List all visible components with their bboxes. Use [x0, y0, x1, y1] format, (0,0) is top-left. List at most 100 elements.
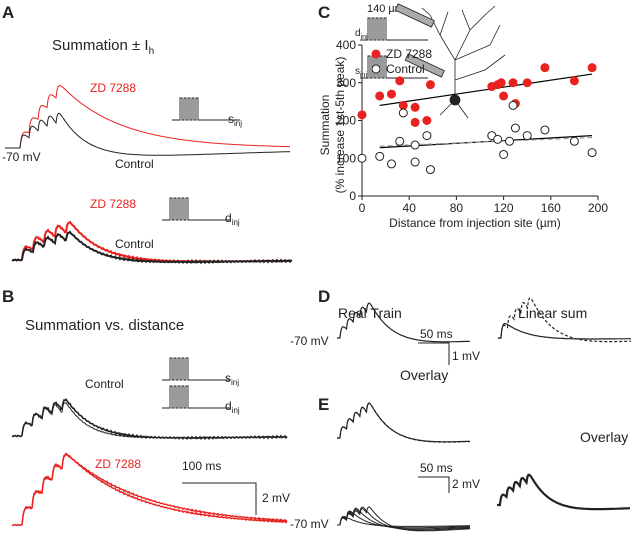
trace-title: Linear sum: [518, 305, 587, 321]
stim-icon: [162, 357, 230, 381]
voltage-trace: [337, 507, 470, 530]
data-point: [357, 153, 367, 163]
data-point: [425, 80, 435, 90]
trace-title: Overlay: [580, 429, 628, 445]
series-label: ZD 7288: [95, 457, 141, 471]
data-point: [508, 78, 518, 88]
data-point: [508, 100, 518, 110]
panel-label: B: [2, 287, 14, 306]
data-point: [398, 108, 408, 118]
stim-label: sinj: [225, 371, 239, 387]
data-point: [425, 165, 435, 175]
x-tick-label: 80: [450, 201, 464, 215]
resting-label: -70 mV: [2, 150, 41, 164]
data-point: [398, 100, 408, 110]
scale-label: 50 ms: [420, 327, 453, 341]
x-tick-label: 120: [494, 201, 514, 215]
data-point: [587, 63, 597, 73]
scale-bar: [418, 342, 450, 365]
voltage-trace: [497, 473, 631, 511]
legend-label: ZD 7288: [386, 47, 432, 61]
data-point: [493, 134, 503, 144]
x-tick-label: 40: [403, 201, 417, 215]
y-tick-label: 200: [336, 114, 356, 128]
data-point: [522, 131, 532, 141]
stim-icon: [360, 17, 428, 41]
x-tick-label: 0: [359, 201, 366, 215]
voltage-trace: [5, 112, 291, 156]
voltage-trace: [337, 510, 471, 529]
scale-label: 100 ms: [182, 459, 221, 473]
voltage-trace: [337, 515, 470, 527]
data-point: [387, 89, 396, 99]
voltage-trace: [11, 453, 288, 527]
voltage-trace: [498, 322, 631, 340]
x-tick-label: 160: [541, 201, 561, 215]
panel-title: Summation vs. distance: [25, 317, 184, 334]
data-point: [410, 140, 420, 150]
voltage-trace: [337, 402, 470, 443]
data-point: [422, 116, 432, 125]
series-label: Control: [115, 237, 154, 251]
scale-label: 2 mV: [262, 491, 290, 505]
data-point: [395, 76, 405, 86]
legend-label: Control: [386, 62, 425, 76]
data-point: [387, 159, 396, 169]
y-axis-label: Summation: [318, 95, 332, 156]
voltage-trace: [11, 452, 288, 527]
panel-label: E: [318, 395, 329, 414]
data-point: [375, 151, 385, 161]
series-label: ZD 7288: [90, 197, 136, 211]
distance-label: 140 µm: [367, 3, 404, 15]
data-point: [522, 78, 532, 88]
panel-title: Summation ± Ih: [52, 37, 154, 57]
trace-title: Real Train: [338, 305, 402, 321]
voltage-trace: [337, 506, 470, 532]
data-point: [587, 148, 597, 158]
scale-label: 50 ms: [420, 461, 453, 475]
stim-label: dinj: [225, 211, 240, 227]
scale-bar: [418, 476, 450, 493]
voltage-trace: [11, 230, 293, 265]
stim-label: sinj: [355, 66, 367, 79]
voltage-trace: [11, 402, 288, 439]
data-point: [357, 110, 367, 120]
data-point: [569, 76, 579, 86]
stim-icon: [162, 197, 230, 221]
x-axis-label: Distance from injection site (µm): [389, 216, 561, 230]
legend-marker: [371, 49, 381, 59]
resting-label: -70 mV: [290, 334, 329, 348]
scale-bar: [182, 482, 257, 515]
panel-label: D: [318, 287, 330, 306]
data-point: [395, 136, 405, 146]
resting-label: -70 mV: [290, 517, 329, 531]
series-label: Control: [85, 377, 124, 391]
data-point: [510, 123, 520, 133]
voltage-trace: [11, 397, 288, 441]
neuron-schematic: [394, 3, 506, 119]
data-point: [569, 136, 579, 146]
data-point: [540, 63, 550, 73]
voltage-trace: [5, 84, 290, 149]
data-point: [410, 157, 420, 167]
scale-label: 2 mV: [452, 477, 480, 491]
data-point: [410, 117, 420, 127]
data-point: [540, 125, 550, 135]
panel-label: A: [2, 3, 14, 22]
stim-icon: [172, 97, 240, 121]
x-tick-label: 200: [588, 201, 608, 215]
data-point: [422, 131, 432, 141]
legend-marker: [371, 64, 381, 74]
trace-title: Overlay: [400, 367, 448, 383]
stim-icon: [162, 385, 230, 409]
y-tick-label: 400: [336, 38, 356, 52]
scale-label: 1 mV: [452, 349, 480, 363]
data-point: [496, 78, 506, 88]
stim-label: sinj: [228, 112, 242, 128]
series-label: Control: [115, 157, 154, 171]
y-tick-label: 300: [336, 76, 356, 90]
y-tick-label: 0: [349, 189, 356, 203]
y-axis-label: (% increase 1st-5th peak): [333, 57, 347, 194]
stim-label: dinj: [225, 399, 240, 415]
